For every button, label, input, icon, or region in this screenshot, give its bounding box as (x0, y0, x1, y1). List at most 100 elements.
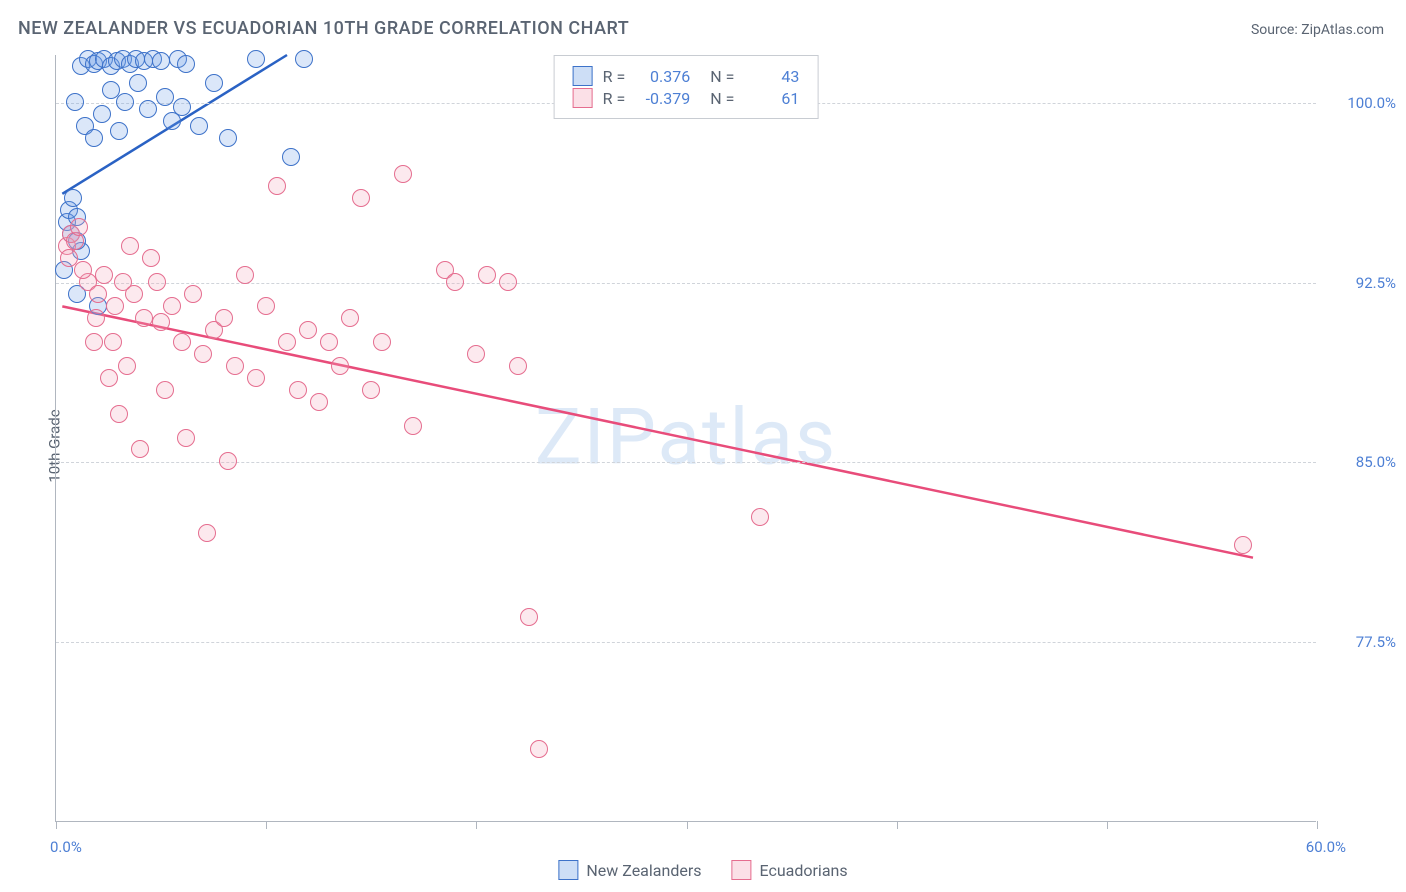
data-point-ec (247, 369, 265, 387)
legend-swatch-ec (573, 88, 593, 108)
data-point-ec (66, 232, 84, 250)
data-point-nz (163, 112, 181, 130)
data-point-ec (478, 266, 496, 284)
data-point-ec (404, 417, 422, 435)
source-link[interactable]: ZipAtlas.com (1301, 22, 1384, 38)
data-point-ec (74, 261, 92, 279)
data-point-ec (331, 357, 349, 375)
legend-n-label: N = (710, 67, 734, 86)
x-axis-min-label: 0.0% (50, 838, 82, 856)
x-tick (56, 821, 57, 829)
data-point-ec (215, 309, 233, 327)
source-label: Source: (1251, 22, 1301, 38)
data-point-ec (60, 249, 78, 267)
data-point-nz (85, 55, 103, 73)
x-tick (476, 821, 477, 829)
series-swatch-nz (558, 860, 578, 880)
data-point-nz (68, 285, 86, 303)
data-point-nz (68, 232, 86, 250)
data-point-ec (87, 309, 105, 327)
trend-line-nz (62, 55, 287, 194)
legend-r-value-nz: 0.376 (635, 67, 690, 86)
data-point-nz (102, 57, 120, 75)
data-point-ec (446, 273, 464, 291)
legend-r-label: R = (603, 89, 626, 108)
data-point-nz (79, 50, 97, 68)
data-point-ec (135, 309, 153, 327)
x-tick (687, 821, 688, 829)
y-tick-label: 92.5% (1326, 274, 1396, 292)
legend-r-value-ec: -0.379 (635, 89, 690, 108)
data-point-ec (110, 405, 128, 423)
data-point-ec (198, 524, 216, 542)
data-point-nz (129, 74, 147, 92)
data-point-nz (64, 189, 82, 207)
data-point-ec (509, 357, 527, 375)
legend-r-label: R = (603, 67, 626, 86)
data-point-ec (394, 165, 412, 183)
plot-area: ZIPatlas 100.0%92.5%85.0%77.5%R =0.376N … (55, 55, 1316, 822)
data-point-ec (106, 297, 124, 315)
data-point-ec (100, 369, 118, 387)
y-tick-label: 77.5% (1326, 633, 1396, 651)
y-tick-label: 100.0% (1326, 94, 1396, 112)
series-legend: New Zealanders Ecuadorians (558, 860, 847, 880)
data-point-ec (156, 381, 174, 399)
data-point-ec (194, 345, 212, 363)
series-legend-item-nz: New Zealanders (558, 860, 701, 880)
data-point-ec (142, 249, 160, 267)
data-point-ec (299, 321, 317, 339)
x-tick (1107, 821, 1108, 829)
data-point-ec (85, 333, 103, 351)
data-point-nz (95, 50, 113, 68)
data-point-nz (89, 297, 107, 315)
data-point-ec (89, 285, 107, 303)
series-legend-item-ec: Ecuadorians (732, 860, 848, 880)
data-point-nz (93, 105, 111, 123)
data-point-ec (148, 273, 166, 291)
x-tick (897, 821, 898, 829)
data-point-nz (114, 50, 132, 68)
data-point-ec (320, 333, 338, 351)
data-point-ec (530, 740, 548, 758)
x-tick (1317, 821, 1318, 829)
trend-lines-layer (56, 55, 1316, 821)
data-point-ec (173, 333, 191, 351)
data-point-ec (362, 381, 380, 399)
data-point-ec (79, 273, 97, 291)
chart-container: NEW ZEALANDER VS ECUADORIAN 10TH GRADE C… (0, 0, 1406, 892)
data-point-nz (72, 242, 90, 260)
data-point-nz (205, 74, 223, 92)
data-point-nz (152, 52, 170, 70)
data-point-nz (72, 57, 90, 75)
series-label-ec: Ecuadorians (760, 861, 848, 880)
grid-line (56, 642, 1316, 643)
data-point-nz (58, 213, 76, 231)
grid-line (56, 462, 1316, 463)
data-point-ec (289, 381, 307, 399)
data-point-ec (118, 357, 136, 375)
data-point-nz (177, 55, 195, 73)
data-point-nz (121, 55, 139, 73)
data-point-ec (268, 177, 286, 195)
legend-n-value-ec: 61 (744, 89, 799, 108)
data-point-ec (114, 273, 132, 291)
legend-n-label: N = (710, 89, 734, 108)
watermark: ZIPatlas (535, 393, 837, 484)
legend-row-ec: R = -0.379 N = 61 (573, 88, 800, 108)
grid-line (56, 283, 1316, 284)
data-point-ec (70, 218, 88, 236)
data-point-nz (102, 81, 120, 99)
data-point-ec (341, 309, 359, 327)
data-point-ec (1234, 536, 1252, 554)
data-point-nz (282, 148, 300, 166)
chart-title: NEW ZEALANDER VS ECUADORIAN 10TH GRADE C… (18, 18, 629, 39)
data-point-nz (190, 117, 208, 135)
trend-line-ec (62, 306, 1253, 557)
data-point-nz (108, 52, 126, 70)
data-point-ec (219, 452, 237, 470)
data-point-nz (76, 117, 94, 135)
data-point-ec (125, 285, 143, 303)
x-tick (266, 821, 267, 829)
data-point-ec (520, 608, 538, 626)
